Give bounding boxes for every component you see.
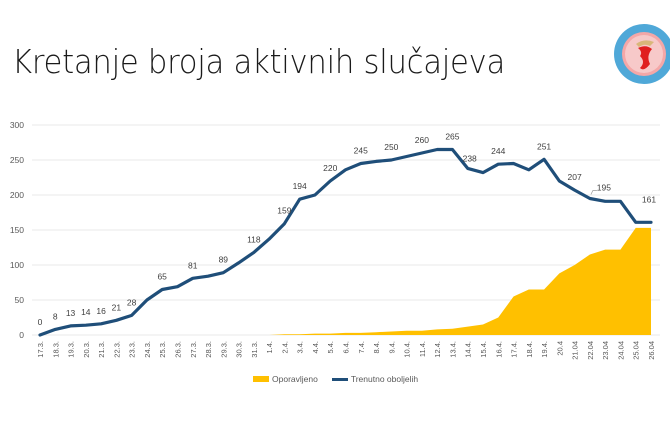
x-tick-label: 22.04 xyxy=(586,341,595,360)
chart-legend: Oporavljeno Trenutno oboljelih xyxy=(253,374,418,384)
x-tick-label: 19.4. xyxy=(540,341,549,358)
data-label: 118 xyxy=(247,234,261,244)
x-axis-ticks: 17.3. 18.3. 19.3. 20.3. 21.3. 22.3. 23.3. 24.3.… xyxy=(36,341,656,360)
x-tick-label: 28.3. xyxy=(204,341,213,358)
y-tick-label: 250 xyxy=(10,155,24,165)
x-tick-label: 14.4. xyxy=(464,341,473,358)
y-tick-label: 50 xyxy=(15,295,25,305)
y-axis-ticks: 0 50 100 150 200 250 300 xyxy=(10,120,24,340)
data-label: 238 xyxy=(463,153,477,163)
legend-item-trenutno-oboljelih: Trenutno oboljelih xyxy=(331,374,419,384)
data-label: 8 xyxy=(53,311,58,321)
data-label: 161 xyxy=(642,194,656,204)
data-label: 81 xyxy=(188,260,198,270)
data-label: 65 xyxy=(157,272,167,282)
data-label: 251 xyxy=(537,141,551,151)
x-tick-label: 31.3. xyxy=(250,341,259,358)
x-tick-label: 22.3. xyxy=(112,341,121,358)
x-tick-label: 23.3. xyxy=(128,341,137,358)
x-tick-label: 16.4. xyxy=(494,341,503,358)
institute-emblem-icon xyxy=(612,22,670,86)
data-label: 28 xyxy=(127,297,137,307)
data-label: 13 xyxy=(66,308,76,318)
y-tick-label: 300 xyxy=(10,120,24,130)
data-label: 220 xyxy=(323,163,337,173)
x-tick-label: 21.04 xyxy=(571,341,580,360)
x-tick-label: 21.3. xyxy=(97,341,106,358)
x-tick-label: 19.3. xyxy=(67,341,76,358)
x-tick-label: 10.4. xyxy=(403,341,412,358)
x-tick-label: 5.4. xyxy=(326,341,335,354)
legend-label: Trenutno oboljelih xyxy=(350,374,419,384)
legend-swatch-area xyxy=(253,376,269,382)
x-tick-label: 26.04 xyxy=(647,341,656,360)
data-label: 250 xyxy=(384,142,398,152)
x-tick-label: 25.04 xyxy=(632,341,641,360)
x-tick-label: 9.4. xyxy=(387,341,396,354)
x-tick-label: 29.3. xyxy=(219,341,228,358)
series-oporavljeno-area xyxy=(40,227,651,335)
x-tick-label: 30.3. xyxy=(235,341,244,358)
x-tick-label: 12.4. xyxy=(433,341,442,358)
x-tick-label: 25.3. xyxy=(158,341,167,358)
data-label: 260 xyxy=(415,135,429,145)
data-label: 245 xyxy=(354,146,368,156)
x-tick-label: 1.4. xyxy=(265,341,274,354)
x-tick-label: 17.3. xyxy=(36,341,45,358)
y-tick-label: 0 xyxy=(19,330,24,340)
data-label: 0 xyxy=(38,317,43,327)
data-label: 194 xyxy=(293,181,307,191)
x-tick-label: 18.3. xyxy=(51,341,60,358)
x-tick-label: 11.4. xyxy=(418,341,427,357)
series-trenutno-oboljelih-line xyxy=(38,147,653,337)
data-labels: 08 13 14 16 21 28 65 81 89 118 159 194 220 245 250 260 2… xyxy=(38,132,657,328)
x-tick-label: 24.3. xyxy=(143,341,152,358)
x-tick-label: 17.4. xyxy=(510,341,519,358)
data-label: 16 xyxy=(96,306,106,316)
data-label: 244 xyxy=(491,146,505,156)
data-label: 159 xyxy=(277,206,291,216)
x-tick-label: 20.3. xyxy=(82,341,91,358)
legend-item-oporavljeno: Oporavljeno xyxy=(253,374,318,384)
x-tick-label: 23.04 xyxy=(601,341,610,360)
x-tick-label: 7.4. xyxy=(357,341,366,354)
x-tick-label: 18.4. xyxy=(525,341,534,358)
data-label: 195 xyxy=(597,183,611,193)
x-tick-label: 3.4. xyxy=(296,341,305,354)
x-tick-label: 27.3. xyxy=(189,341,198,358)
y-tick-label: 200 xyxy=(10,190,24,200)
x-tick-label: 13.4. xyxy=(448,341,457,358)
legend-label: Oporavljeno xyxy=(272,374,318,384)
y-tick-label: 150 xyxy=(10,225,24,235)
x-tick-label: 15.4. xyxy=(479,341,488,358)
x-tick-label: 2.4. xyxy=(280,341,289,354)
data-label: 265 xyxy=(445,132,459,142)
data-label: 21 xyxy=(112,302,122,312)
data-label: 14 xyxy=(81,307,91,317)
y-tick-label: 100 xyxy=(10,260,24,270)
x-tick-label: 4.4. xyxy=(311,341,320,354)
x-tick-label: 8.4. xyxy=(372,341,381,354)
x-tick-label: 24.04 xyxy=(616,341,625,360)
legend-swatch-line xyxy=(331,377,348,381)
slide-title: Kretanje broja aktivnih slučajeva xyxy=(12,42,506,81)
data-label: 89 xyxy=(219,255,229,265)
data-label: 207 xyxy=(568,172,582,182)
x-tick-label: 6.4. xyxy=(342,341,351,354)
x-tick-label: 20.4 xyxy=(555,341,564,356)
x-tick-label: 26.3. xyxy=(173,341,182,358)
